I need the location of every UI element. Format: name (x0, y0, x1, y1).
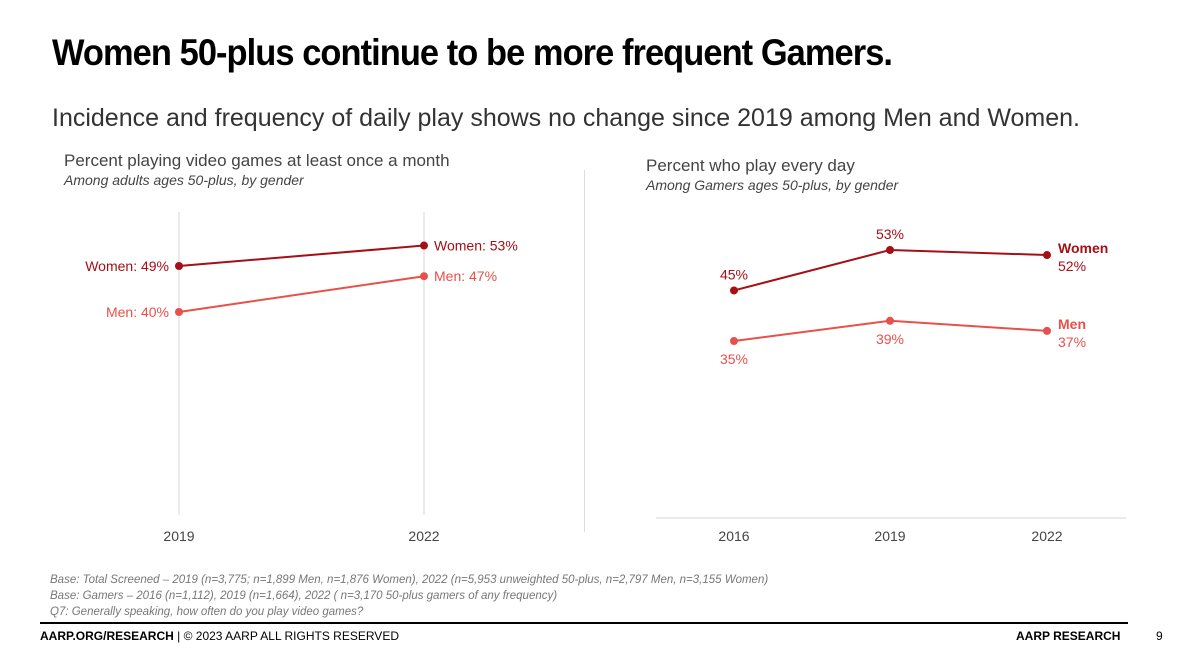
footnotes: Base: Total Screened – 2019 (n=3,775; n=… (50, 572, 768, 620)
women-data-label-2022: 52% (1058, 258, 1086, 274)
women-series-name-label: Women (1058, 240, 1108, 256)
x-tick-label-2019: 2019 (163, 528, 194, 544)
x-tick-label-2022: 2022 (1031, 528, 1062, 544)
men-series-line (178, 275, 425, 313)
footnote-base-gamers: Base: Gamers – 2016 (n=1,112), 2019 (n=1… (50, 590, 558, 602)
chart2-subtitle: Among Gamers ages 50-plus, by gender (646, 177, 899, 193)
women-point-2019 (175, 262, 183, 270)
footer-divider (40, 622, 1128, 624)
women-series-line (178, 244, 425, 267)
page-number: 9 (1156, 629, 1163, 643)
women-series-line (733, 248, 1048, 292)
page-subtitle: Incidence and frequency of daily play sh… (52, 104, 1080, 132)
men-data-label-2022: Men: 47% (434, 268, 497, 284)
x-tick-label-2016: 2016 (718, 528, 749, 544)
women-data-label-2019: 53% (876, 226, 904, 242)
x-tick-label-2022: 2022 (408, 528, 439, 544)
chart2-title: Percent who play every day (646, 156, 855, 175)
men-data-label-2019: Men: 40% (106, 304, 169, 320)
footer-site-link[interactable]: AARP.ORG/RESEARCH (40, 629, 174, 643)
men-point-2022 (1043, 326, 1051, 335)
footnote-question: Q7: Generally speaking, how often do you… (50, 606, 364, 618)
chart1-title: Percent playing video games at least onc… (64, 151, 450, 170)
x-tick-label-2019: 2019 (874, 528, 905, 544)
men-point-2019 (175, 308, 183, 316)
women-point-2019 (886, 246, 894, 254)
women-point-2016 (730, 286, 738, 295)
footer-brand: AARP RESEARCH (1016, 629, 1121, 643)
men-series-name-label: Men (1058, 316, 1086, 332)
footer-rights: | © 2023 AARP ALL RIGHTS RESERVED (173, 629, 399, 643)
men-point-2016 (730, 337, 738, 345)
women-point-2022 (1043, 251, 1051, 260)
women-data-label-2022: Women: 53% (434, 238, 518, 254)
page-title: Women 50-plus continue to be more freque… (52, 32, 893, 73)
women-point-2022 (420, 241, 428, 250)
chart-divider (584, 170, 585, 532)
men-point-2022 (420, 272, 428, 281)
men-data-label-2019: 39% (876, 331, 904, 347)
footnote-base-total: Base: Total Screened – 2019 (n=3,775; n=… (50, 574, 769, 586)
chart1-subtitle: Among adults ages 50-plus, by gender (64, 172, 304, 188)
men-data-label-2016: 35% (720, 351, 748, 367)
women-data-label-2016: 45% (720, 266, 748, 282)
women-data-label-2019: Women: 49% (85, 258, 169, 274)
men-data-label-2022: 37% (1058, 334, 1086, 350)
men-point-2019 (886, 316, 894, 325)
footer-copyright: AARP.ORG/RESEARCH | © 2023 AARP ALL RIGH… (40, 629, 399, 643)
